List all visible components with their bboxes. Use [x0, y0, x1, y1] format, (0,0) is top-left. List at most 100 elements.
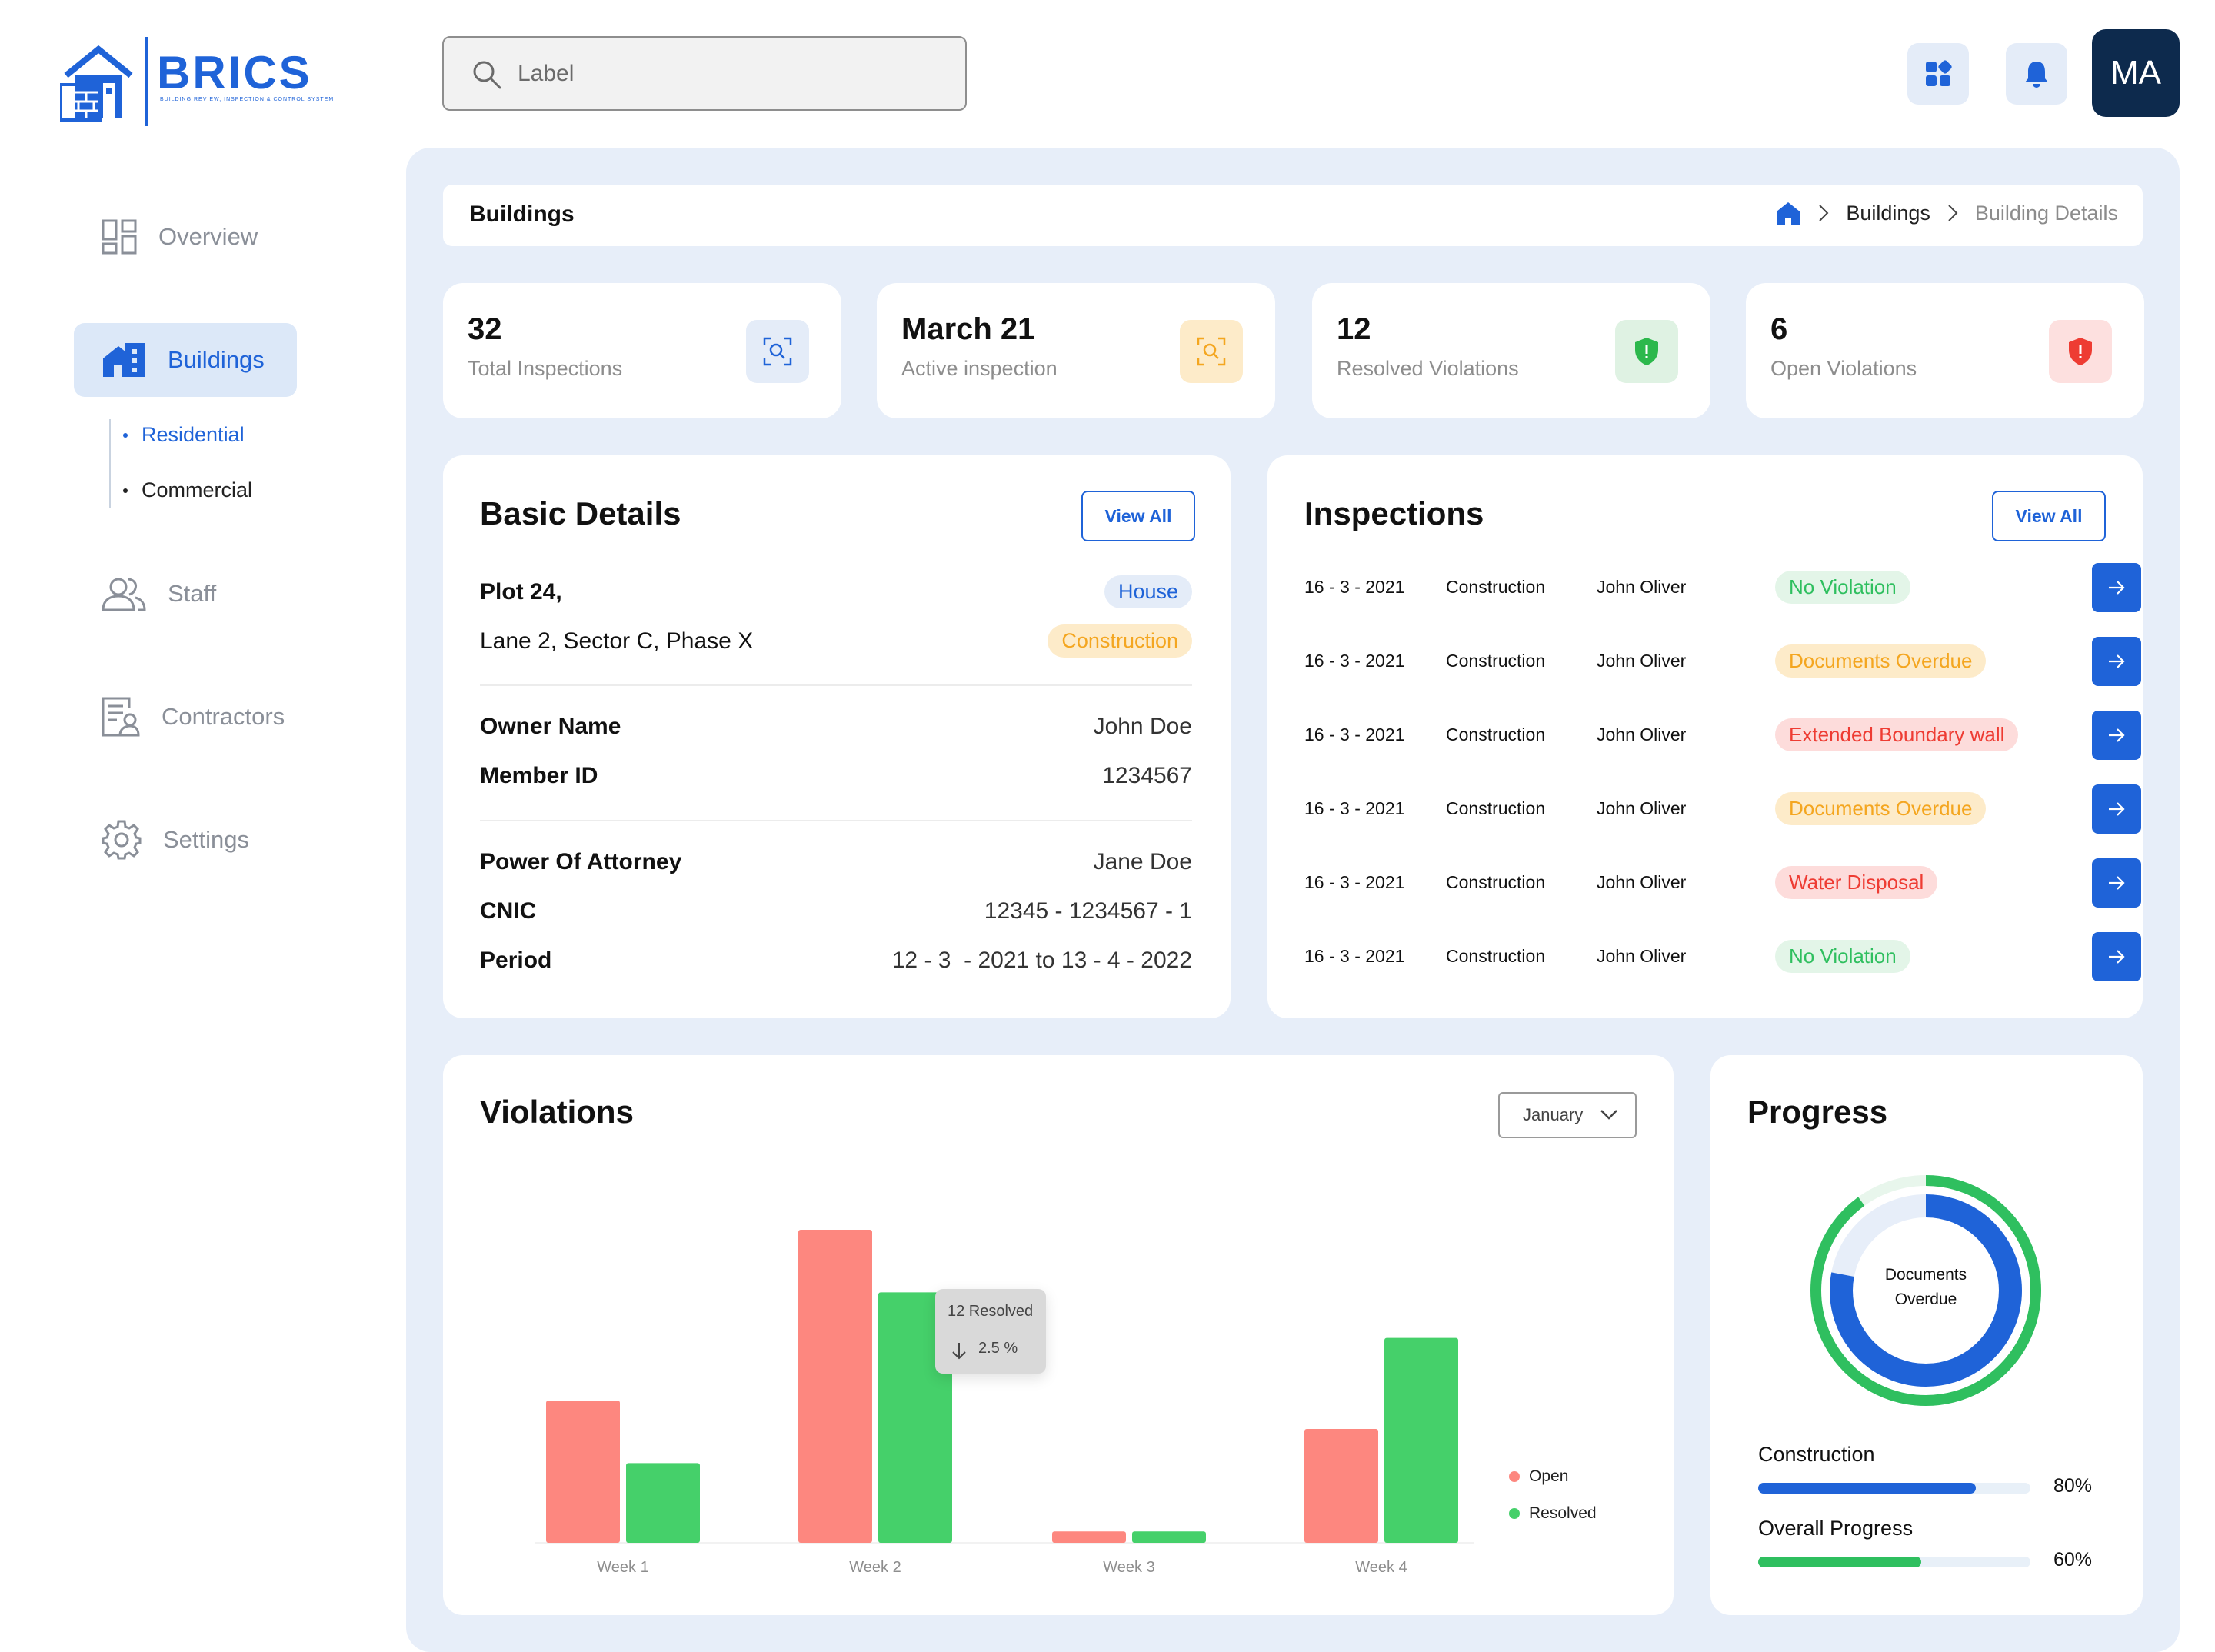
progress-percent: 80%	[2053, 1475, 2093, 1497]
inspection-row: 16 - 3 - 2021 Construction John Oliver Docu…	[1304, 637, 2141, 688]
logo-tagline: BUILDING REVIEW, INSPECTION & CONTROL SY…	[160, 97, 335, 102]
view-all-button[interactable]: View All	[1081, 491, 1195, 541]
sidebar-item-overview[interactable]: Overview	[74, 200, 297, 274]
arrow-right-icon	[2109, 950, 2125, 964]
tag-construction: Construction	[1048, 624, 1192, 658]
donut-label: Documents Overdue	[1884, 1266, 1967, 1308]
section-title: Violations	[480, 1094, 634, 1130]
month-select[interactable]: January	[1498, 1092, 1637, 1138]
detail-value: Jane Doe	[1093, 849, 1192, 874]
bar-resolved-week-3[interactable]	[1132, 1531, 1206, 1543]
progress-card: Progress Documents Overdue Construction …	[1710, 1055, 2143, 1615]
section-title: Inspections	[1304, 495, 1484, 531]
x-tick-label: Week 1	[597, 1559, 648, 1576]
inspection-date: 16 - 3 - 2021	[1304, 724, 1405, 744]
inspection-status-badge: Documents Overdue	[1775, 792, 1987, 825]
month-select-value: January	[1523, 1105, 1584, 1124]
sidebar-item-buildings[interactable]: Buildings	[74, 323, 297, 397]
bar-open-week-1[interactable]	[546, 1401, 620, 1543]
detail-label: Member ID	[480, 763, 598, 788]
inspection-inspector: John Oliver	[1597, 798, 1687, 818]
inspection-type: Construction	[1446, 651, 1546, 671]
open-inspection-button[interactable]	[2092, 637, 2141, 686]
inspection-type: Construction	[1446, 798, 1546, 818]
inspection-inspector: John Oliver	[1597, 724, 1687, 744]
apps-grid-icon	[1926, 60, 1952, 86]
open-inspection-button[interactable]	[2092, 563, 2141, 612]
search-icon	[473, 61, 501, 89]
detail-row-cnic: CNIC 12345 - 1234567 - 1	[480, 898, 1192, 924]
notifications-button[interactable]	[2006, 43, 2067, 105]
inspection-row: 16 - 3 - 2021 Construction John Oliver Exte…	[1304, 711, 2141, 761]
inspection-inspector: John Oliver	[1597, 651, 1687, 671]
inspection-inspector: John Oliver	[1597, 577, 1687, 597]
sidebar-item-label: Settings	[163, 826, 250, 853]
gear-icon	[102, 820, 142, 860]
breadcrumb-building-details: Building Details	[1974, 201, 2118, 225]
contract-icon	[102, 697, 140, 737]
sidebar-item-staff[interactable]: Staff	[74, 557, 297, 631]
sidebar-subitem-label: Commercial	[142, 478, 253, 501]
sidebar-subitem-commercial[interactable]: Commercial	[123, 478, 252, 502]
home-icon[interactable]	[1775, 200, 1801, 226]
violations-bar-chart: Week 1 Week 2 Week 3 Week 4	[535, 1230, 1474, 1576]
inspection-row: 16 - 3 - 2021 Construction John Oliver No V…	[1304, 932, 2141, 983]
apps-button[interactable]	[1907, 43, 1969, 105]
chevron-right-icon	[1819, 205, 1829, 221]
bar-resolved-week-1[interactable]	[626, 1463, 700, 1543]
divider	[480, 684, 1192, 686]
stat-card-open-violations: 6 Open Violations	[1746, 283, 2144, 418]
stat-card-active-inspection: March 21 Active inspection	[877, 283, 1275, 418]
section-title: Progress	[1747, 1094, 1888, 1130]
sidebar-item-settings[interactable]: Settings	[74, 803, 297, 877]
brand-logo: BRICS BUILDING REVIEW, INSPECTION & CONT…	[60, 35, 333, 126]
breadcrumb: Buildings Building Details	[1775, 200, 2118, 226]
search-input[interactable]	[518, 56, 933, 92]
section-title: Basic Details	[480, 495, 681, 531]
bar-open-week-4[interactable]	[1304, 1429, 1378, 1543]
open-inspection-button[interactable]	[2092, 858, 2141, 908]
detail-label: Owner Name	[480, 714, 621, 739]
submenu-line	[109, 419, 111, 508]
avatar[interactable]: MA	[2092, 29, 2180, 117]
sidebar-subitem-label: Residential	[142, 423, 245, 446]
progress-label: Overall Progress	[1758, 1517, 1914, 1540]
address-line1: Plot 24,	[480, 578, 562, 605]
progress-percent: 60%	[2053, 1549, 2093, 1570]
view-all-button[interactable]: View All	[1992, 491, 2106, 541]
legend-item-resolved: Resolved	[1509, 1504, 1597, 1523]
breadcrumb-buildings[interactable]: Buildings	[1846, 201, 1930, 225]
bar-resolved-week-4[interactable]	[1384, 1337, 1458, 1543]
bar-open-week-3[interactable]	[1052, 1531, 1126, 1543]
donut-inner-ring	[1830, 1194, 2022, 1387]
inspection-date: 16 - 3 - 2021	[1304, 651, 1405, 671]
detail-value: 1234567	[1102, 763, 1192, 788]
open-inspection-button[interactable]	[2092, 932, 2141, 981]
sidebar-item-contractors[interactable]: Contractors	[74, 680, 297, 754]
open-inspection-button[interactable]	[2092, 784, 2141, 834]
detail-row-member-id: Member ID 1234567	[480, 763, 1192, 789]
bar-open-week-2[interactable]	[798, 1230, 872, 1543]
progress-bar-overall	[1758, 1557, 2030, 1567]
x-tick-label: Week 2	[849, 1559, 901, 1576]
stat-label: Active inspection	[901, 357, 1058, 380]
inspection-type: Construction	[1446, 946, 1546, 966]
scan-search-icon	[746, 320, 809, 383]
inspection-inspector: John Oliver	[1597, 872, 1687, 892]
inspection-date: 16 - 3 - 2021	[1304, 946, 1405, 966]
sidebar-subitem-residential[interactable]: Residential	[123, 423, 245, 447]
address-line2: Lane 2, Sector C, Phase X	[480, 628, 754, 654]
detail-row-poa: Power Of Attorney Jane Doe	[480, 849, 1192, 875]
arrow-right-icon	[2109, 876, 2125, 890]
sidebar-item-label: Overview	[158, 223, 258, 250]
search-box[interactable]	[442, 36, 967, 111]
stat-label: Resolved Violations	[1337, 357, 1519, 380]
open-inspection-button[interactable]	[2092, 711, 2141, 760]
logo-divider	[145, 37, 148, 126]
detail-value: John Doe	[1093, 714, 1192, 739]
bell-icon	[2025, 62, 2048, 88]
bar-resolved-week-2[interactable]	[878, 1292, 952, 1543]
stat-card-total-inspections: 32 Total Inspections	[443, 283, 841, 418]
progress-label: Construction	[1758, 1443, 1875, 1466]
inspection-type: Construction	[1446, 872, 1546, 892]
